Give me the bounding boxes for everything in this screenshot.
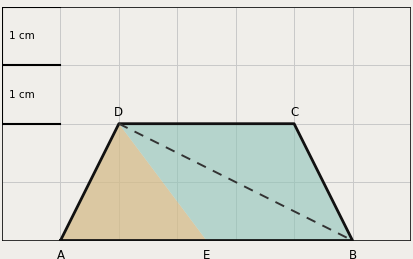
Polygon shape [60, 124, 206, 241]
Text: C: C [290, 106, 298, 119]
Text: 1 cm: 1 cm [9, 31, 35, 41]
Text: B: B [349, 249, 356, 259]
Polygon shape [119, 124, 353, 241]
Text: A: A [57, 249, 64, 259]
Text: 1 cm: 1 cm [9, 90, 35, 99]
Text: D: D [114, 106, 123, 119]
Text: E: E [203, 249, 210, 259]
